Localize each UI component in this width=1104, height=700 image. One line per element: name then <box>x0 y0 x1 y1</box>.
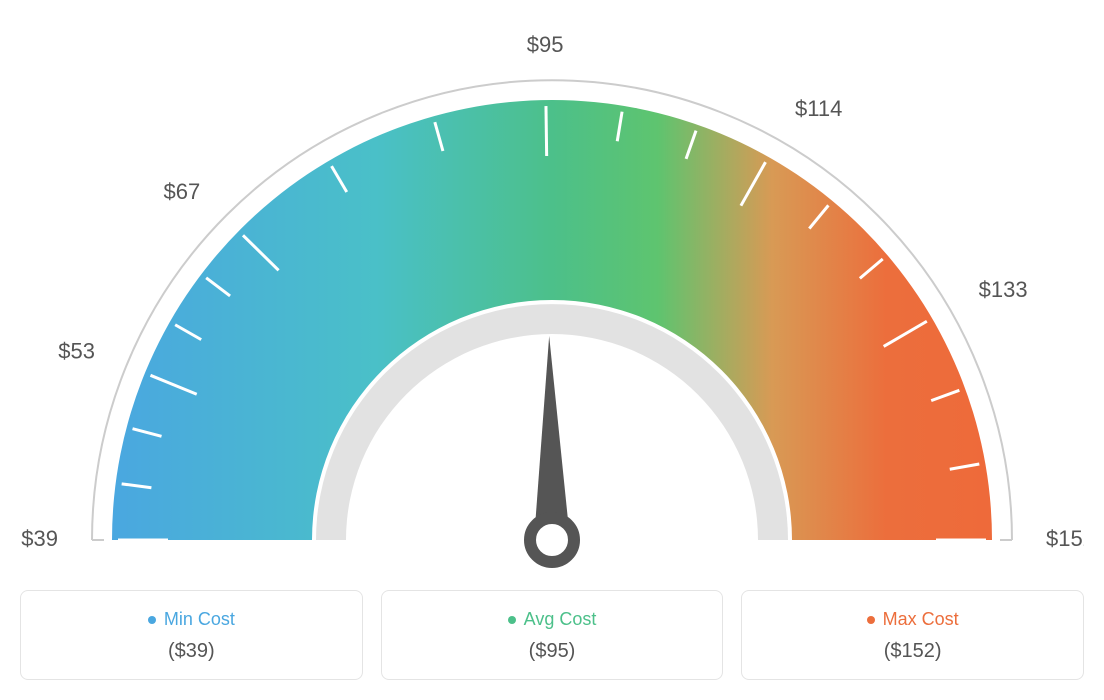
dot-icon <box>867 616 875 624</box>
legend-max-value: ($152) <box>752 640 1073 663</box>
legend-avg-label: Avg Cost <box>524 609 597 630</box>
svg-text:$53: $53 <box>58 339 95 364</box>
dot-icon <box>148 616 156 624</box>
legend-max-title: Max Cost <box>867 609 959 630</box>
legend-avg-value: ($95) <box>392 640 713 663</box>
legend-min-value: ($39) <box>31 640 352 663</box>
svg-text:$95: $95 <box>527 32 564 57</box>
cost-gauge-chart: $39 $53 $67 $95 $114 $133 $152 Min Cost ($39) … <box>20 20 1084 680</box>
gauge-dial: $39 $53 $67 $95 $114 $133 $152 <box>20 20 1084 580</box>
legend-row: Min Cost ($39) Avg Cost ($95) Max Cost (… <box>20 590 1084 680</box>
dot-icon <box>508 616 516 624</box>
svg-text:$152: $152 <box>1046 526 1084 551</box>
legend-min-title: Min Cost <box>148 609 235 630</box>
legend-avg-card: Avg Cost ($95) <box>381 590 724 680</box>
svg-text:$114: $114 <box>795 96 842 121</box>
svg-text:$133: $133 <box>979 277 1028 302</box>
legend-avg-title: Avg Cost <box>508 609 597 630</box>
legend-min-card: Min Cost ($39) <box>20 590 363 680</box>
legend-max-label: Max Cost <box>883 609 959 630</box>
svg-text:$39: $39 <box>21 526 58 551</box>
svg-text:$67: $67 <box>164 179 201 204</box>
legend-min-label: Min Cost <box>164 609 235 630</box>
legend-max-card: Max Cost ($152) <box>741 590 1084 680</box>
